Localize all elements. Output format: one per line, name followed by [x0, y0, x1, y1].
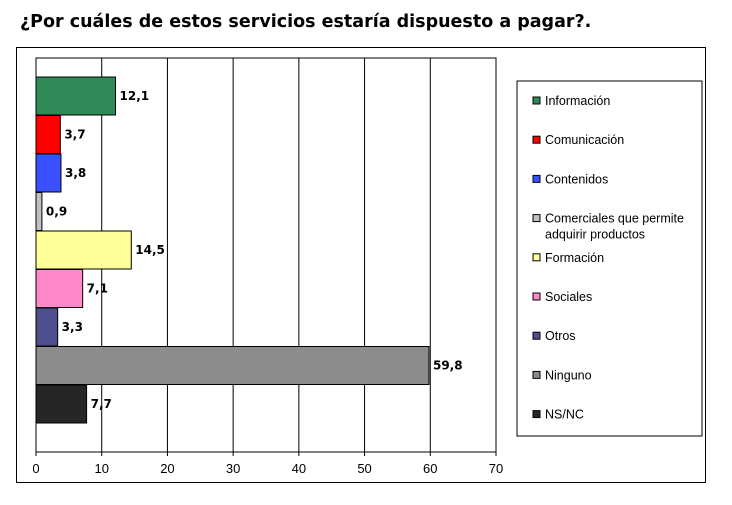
data-label: 59,8: [433, 359, 463, 373]
legend-label: Ninguno: [545, 368, 592, 382]
legend-swatch: [532, 292, 541, 301]
x-tick-label: 40: [292, 461, 306, 476]
x-tick-label: 20: [160, 461, 174, 476]
x-tick-label: 0: [32, 461, 39, 476]
bar: [35, 230, 132, 270]
data-label: 12,1: [120, 89, 150, 103]
legend-label-line: Formación: [545, 251, 604, 265]
legend-box: [516, 80, 703, 437]
bar: [35, 307, 59, 347]
chart-frame: [16, 47, 706, 483]
legend-swatch: [532, 410, 541, 419]
legend-swatch: [532, 96, 541, 105]
legend-swatch: [532, 135, 541, 144]
data-label: 3,3: [62, 320, 83, 334]
x-tick-label: 30: [226, 461, 240, 476]
legend-label-line: NS/NC: [545, 408, 584, 422]
legend-swatch: [532, 370, 541, 379]
legend-label-line: Otros: [545, 329, 576, 343]
legend-label-line: Comunicación: [545, 133, 624, 147]
legend-label-line: Información: [545, 94, 610, 108]
chart-title: ¿Por cuáles de estos servicios estaría d…: [20, 12, 592, 32]
legend-swatch: [532, 253, 541, 262]
x-tick-label: 70: [489, 461, 503, 476]
legend-label: Información: [545, 94, 610, 108]
bar: [35, 346, 430, 385]
data-label: 7,7: [91, 397, 112, 411]
legend-swatch: [532, 174, 541, 183]
legend-label-line: adquirir productos: [545, 228, 645, 242]
legend-label-line: Comerciales que permite: [545, 212, 684, 226]
data-label: 7,1: [87, 282, 108, 296]
legend-label: Sociales: [545, 290, 592, 304]
legend-label: Comunicación: [545, 133, 624, 147]
bar: [35, 153, 62, 193]
bar: [35, 76, 117, 116]
data-label: 0,9: [46, 205, 67, 219]
legend-label: NS/NC: [545, 408, 584, 422]
x-tick-label: 60: [423, 461, 437, 476]
bar: [35, 384, 88, 424]
legend-label: Comerciales que permite adquirir producto…: [545, 212, 684, 242]
legend-label: Formación: [545, 251, 604, 265]
data-label: 3,8: [65, 166, 86, 180]
legend-swatch: [532, 214, 541, 223]
data-label: 3,7: [64, 128, 85, 142]
legend-label: Otros: [545, 329, 576, 343]
legend-label-line: Sociales: [545, 290, 592, 304]
bar: [35, 115, 61, 154]
x-tick-label: 50: [357, 461, 371, 476]
bar: [35, 192, 43, 231]
legend-label-line: Contenidos: [545, 172, 608, 186]
legend-label: Contenidos: [545, 172, 608, 186]
data-label: 14,5: [135, 243, 165, 257]
legend-swatch: [532, 331, 541, 340]
bar: [35, 269, 84, 308]
x-tick-label: 10: [94, 461, 108, 476]
legend-label-line: Ninguno: [545, 368, 592, 382]
